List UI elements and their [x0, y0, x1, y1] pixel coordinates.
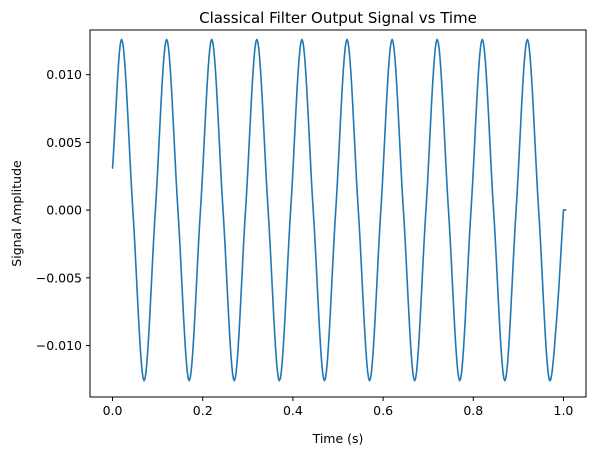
chart-title: Classical Filter Output Signal vs Time: [199, 9, 477, 27]
y-tick-label: 0.000: [46, 203, 82, 218]
series-line: [111, 38, 567, 382]
x-tick-label: 1.0: [554, 403, 574, 418]
x-tick-label: 0.0: [103, 403, 123, 418]
y-tick-label: −0.010: [36, 338, 82, 353]
y-tick-label: −0.005: [36, 270, 82, 285]
x-tick-label: 0.6: [373, 403, 393, 418]
y-tick-label: 0.010: [46, 67, 82, 82]
x-tick-label: 0.2: [193, 403, 213, 418]
x-axis-ticks: 0.0 0.2 0.4 0.6 0.8 1.0: [103, 397, 574, 418]
x-tick-label: 0.8: [463, 403, 483, 418]
plot-frame: [89, 29, 587, 398]
y-tick-label: 0.005: [46, 135, 82, 150]
y-axis-ticks: −0.010 −0.005 0.000 0.005 0.010: [36, 67, 90, 353]
plot-area: [89, 29, 587, 398]
x-tick-label: 0.4: [283, 403, 303, 418]
x-axis-label: Time (s): [312, 431, 364, 446]
y-axis-label: Signal Amplitude: [9, 160, 24, 267]
